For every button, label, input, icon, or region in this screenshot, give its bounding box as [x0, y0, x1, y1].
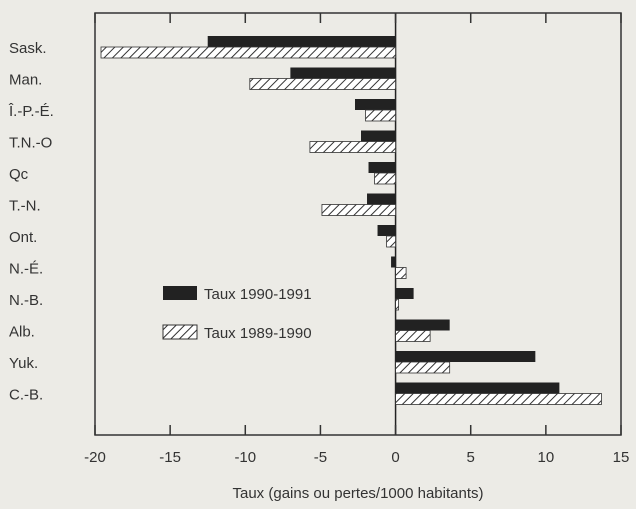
- x-tick-label: -20: [84, 449, 106, 466]
- category-label: Sask.: [9, 40, 47, 57]
- bars: [100, 36, 602, 405]
- bar-series-1: [391, 256, 396, 268]
- bar-series-2: [249, 78, 396, 90]
- category-label: N.-B.: [9, 292, 43, 309]
- category-label: Alb.: [9, 324, 35, 341]
- x-axis-title: Taux (gains ou pertes/1000 habitants): [233, 485, 484, 502]
- bar-series-2: [321, 204, 396, 216]
- x-tick-labels: -20 -15 -10 -5 0 5 10 15: [84, 449, 629, 466]
- x-tick-label: -15: [159, 449, 181, 466]
- bar-series-2: [365, 109, 396, 122]
- bar-series-2: [374, 172, 396, 185]
- category-label: Î.-P.-É.: [8, 103, 54, 120]
- bottom-ticks: [94, 425, 622, 435]
- bar-series-1: [290, 67, 396, 79]
- top-ticks: [94, 13, 622, 23]
- bar-series-2: [395, 393, 602, 405]
- category-labels: Sask. Man. Î.-P.-É. T.N.-O Qc T.-N. Ont. N.-É. N…: [8, 40, 54, 404]
- bar-series-1: [395, 351, 536, 362]
- bar-series-2: [386, 235, 396, 248]
- legend-swatch-series-2: [162, 324, 198, 340]
- bar-series-1: [377, 225, 396, 236]
- bar-series-1: [395, 382, 560, 394]
- bar-series-2: [395, 330, 431, 342]
- bar-series-1: [368, 162, 396, 173]
- x-tick-label: 5: [467, 449, 475, 466]
- category-label: T.N.-O: [9, 135, 52, 152]
- category-label: T.-N.: [9, 198, 41, 215]
- bar-series-1: [207, 36, 396, 47]
- bar-series-2: [395, 361, 451, 374]
- x-tick-label: 0: [391, 449, 399, 466]
- legend-swatch-series-1: [163, 286, 197, 300]
- x-tick-label: 10: [538, 449, 555, 466]
- bar-series-1: [354, 99, 396, 110]
- bar-series-1: [367, 193, 396, 205]
- bar-series-2: [395, 298, 399, 311]
- category-label: Man.: [9, 72, 42, 89]
- bar-series-1: [395, 319, 450, 331]
- bar-series-1: [395, 288, 414, 299]
- bar-series-2: [309, 141, 396, 153]
- bar-series-1: [361, 130, 396, 142]
- bar-series-2: [395, 267, 407, 279]
- category-label: Ont.: [9, 229, 37, 246]
- x-tick-label: -5: [314, 449, 327, 466]
- category-label: Qc: [9, 166, 29, 183]
- category-label: C.-B.: [9, 387, 43, 404]
- bar-series-2: [100, 46, 396, 59]
- legend-label-series-2: Taux 1989-1990: [204, 325, 312, 342]
- category-label: Yuk.: [9, 355, 38, 372]
- x-tick-label: 15: [613, 449, 630, 466]
- category-label: N.-É.: [9, 261, 43, 278]
- legend-label-series-1: Taux 1990-1991: [204, 286, 312, 303]
- legend: Taux 1990-1991 Taux 1989-1990: [162, 286, 312, 342]
- x-tick-label: -10: [234, 449, 256, 466]
